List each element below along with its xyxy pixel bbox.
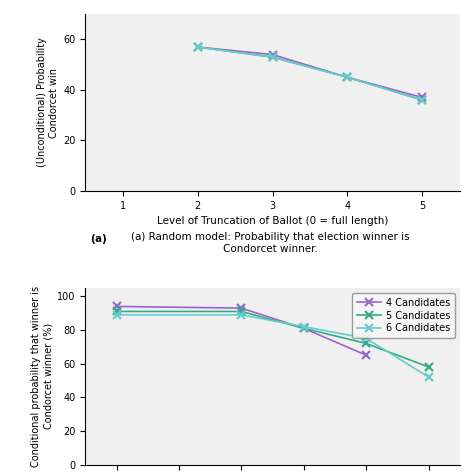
Legend: 4 Candidates, 5 Candidates, 6 Candidates: 4 Candidates, 5 Candidates, 6 Candidates bbox=[352, 293, 455, 338]
6 Candidates bbox=[238, 312, 244, 318]
Y-axis label: (Unconditional) Probability
Condorcet win: (Unconditional) Probability Condorcet wi… bbox=[37, 37, 59, 167]
Line: 5 Candidates: 5 Candidates bbox=[112, 307, 433, 371]
6 Candidates bbox=[114, 312, 119, 318]
6 Candidates bbox=[426, 374, 431, 380]
5 Candidates bbox=[426, 364, 431, 370]
Line: 4 Candidates: 4 Candidates bbox=[112, 302, 370, 359]
4 Candidates bbox=[363, 352, 369, 358]
6 Candidates bbox=[301, 324, 307, 329]
Text: $\bf{(a)}$: $\bf{(a)}$ bbox=[90, 232, 108, 246]
4 Candidates bbox=[301, 326, 307, 331]
4 Candidates bbox=[114, 303, 119, 309]
Y-axis label: Conditional probability that winner is
Condorcet winner (%): Conditional probability that winner is C… bbox=[31, 286, 53, 467]
Text: (a) Random model: Probability that election winner is
Condorcet winner.: (a) Random model: Probability that elect… bbox=[131, 232, 410, 254]
6 Candidates bbox=[363, 336, 369, 341]
4 Candidates bbox=[238, 305, 244, 311]
Line: 6 Candidates: 6 Candidates bbox=[112, 310, 433, 381]
5 Candidates bbox=[363, 341, 369, 346]
5 Candidates bbox=[301, 326, 307, 331]
5 Candidates bbox=[114, 309, 119, 314]
X-axis label: Level of Truncation of Ballot (0 = full length): Level of Truncation of Ballot (0 = full … bbox=[157, 216, 388, 226]
5 Candidates bbox=[238, 309, 244, 314]
